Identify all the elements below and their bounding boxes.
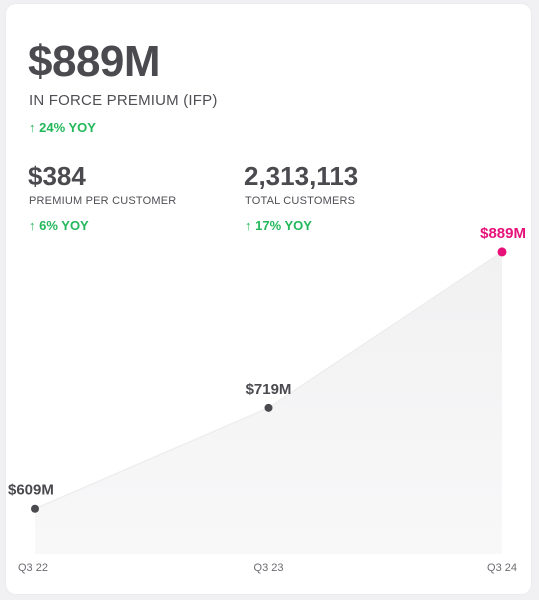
total-customers-label: TOTAL CUSTOMERS: [245, 195, 356, 207]
ifp-label: IN FORCE PREMIUM (IFP): [29, 92, 218, 109]
data-point-q3-22: [31, 504, 39, 513]
ifp-card: $889M IN FORCE PREMIUM (IFP) ↑ 24% YOY $…: [6, 4, 531, 594]
ifp-area-chart: $609M $719M $889M Q3 22 Q3 23 Q3 24: [8, 225, 526, 574]
data-label-q3-24: $889M: [480, 225, 526, 242]
premium-per-customer-value: $384: [28, 161, 86, 191]
total-customers-yoy-change: ↑ 17% YOY: [245, 218, 312, 233]
ifp-area-fill: [35, 251, 502, 554]
ifp-yoy-change: ↑ 24% YOY: [29, 120, 96, 135]
x-tick-label-q3-24: Q3 24: [487, 562, 517, 574]
data-point-q3-23: [264, 403, 273, 412]
data-label-q3-23: $719M: [246, 381, 292, 398]
data-label-q3-22: $609M: [8, 482, 54, 499]
total-customers-value: 2,313,113: [244, 161, 359, 191]
x-tick-label-q3-23: Q3 23: [254, 562, 284, 574]
premium-per-customer-yoy-change: ↑ 6% YOY: [29, 218, 89, 233]
ifp-value: $889M: [28, 37, 161, 86]
data-point-q3-24: [497, 247, 507, 257]
premium-per-customer-label: PREMIUM PER CUSTOMER: [29, 195, 177, 207]
x-tick-label-q3-22: Q3 22: [18, 562, 48, 574]
